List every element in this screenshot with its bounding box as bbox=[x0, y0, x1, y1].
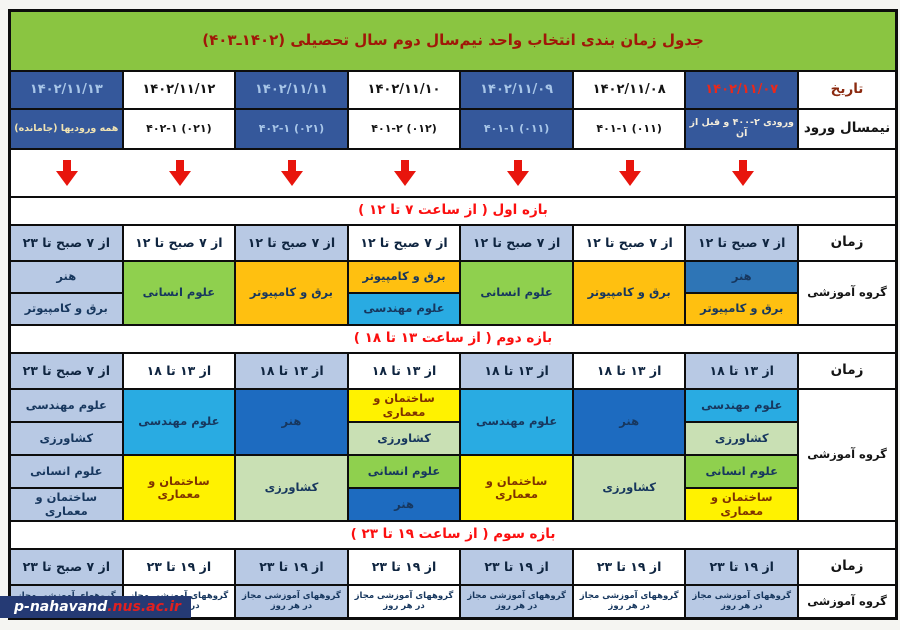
semester-row-header: نیمسال ورود bbox=[799, 110, 895, 148]
down-arrow-icon bbox=[394, 160, 417, 186]
date-cell: ۱۴۰۲/۱۱/۱۱ bbox=[236, 72, 347, 108]
semester-cell: همه ورودیها (جامانده) bbox=[11, 110, 122, 148]
down-arrow-icon bbox=[168, 160, 191, 186]
group-cell-engineering: علوم مهندسی bbox=[123, 390, 235, 454]
date-cell: ۱۴۰۲/۱۱/۰۹ bbox=[461, 72, 572, 108]
group-cell-architecture: ساختمان و معماری bbox=[461, 456, 572, 520]
group-cell-art: هنر bbox=[11, 262, 122, 292]
group-cell-all-groups: گروههای آموزشی مجاز در هر روز bbox=[348, 586, 460, 617]
semester-cell: (۰۲۱) ۴۰۲-۱ bbox=[123, 110, 235, 148]
time-cell: از ۱۹ تا ۲۳ bbox=[348, 550, 460, 584]
group-cell-agriculture: کشاورزی bbox=[573, 456, 685, 520]
group-cell-engineering: علوم مهندسی bbox=[348, 294, 460, 324]
time-cell: از ۱۳ تا ۱۸ bbox=[573, 354, 685, 388]
group-cell-agriculture: کشاورزی bbox=[348, 423, 460, 454]
group-cell-art: هنر bbox=[686, 262, 797, 292]
group-cell-all-groups: گروههای آموزشی مجاز در هر روز bbox=[573, 586, 685, 617]
date-cell: ۱۴۰۲/۱۱/۱۰ bbox=[348, 72, 460, 108]
group-cell-art: هنر bbox=[573, 390, 685, 454]
group-cell-engineering: علوم مهندسی bbox=[11, 390, 122, 421]
semester-cell: (۰۲۱) ۴۰۲-۱ bbox=[236, 110, 347, 148]
time-cell: از ۷ صبح تا ۱۲ bbox=[686, 226, 797, 260]
group-cell-architecture: ساختمان و معماری bbox=[123, 456, 235, 520]
interval2-header: بازه دوم ( از ساعت ۱۳ تا ۱۸ ) bbox=[11, 326, 895, 352]
group-cell-art: هنر bbox=[348, 489, 460, 520]
group-cell-agriculture: کشاورزی bbox=[686, 423, 797, 454]
group-cell-humanities: علوم انسانی bbox=[686, 456, 797, 487]
time-cell: از ۷ صبح تا ۲۳ bbox=[11, 226, 122, 260]
group-cell-humanities: علوم انسانی bbox=[11, 456, 122, 487]
group-cell-all-groups: گروههای آموزشی مجاز در هر روز bbox=[461, 586, 572, 617]
time-cell: از ۱۳ تا ۱۸ bbox=[236, 354, 347, 388]
semester-cell: (۰۱۲) ۴۰۱-۲ bbox=[348, 110, 460, 148]
group-cell-architecture: ساختمان و معماری bbox=[348, 390, 460, 421]
arrows-row bbox=[11, 150, 895, 196]
time-cell: از ۷ صبح تا ۱۲ bbox=[461, 226, 572, 260]
time-cell: از ۱۳ تا ۱۸ bbox=[348, 354, 460, 388]
date-cell: ۱۴۰۲/۱۱/۱۳ bbox=[11, 72, 122, 108]
page-title: جدول زمان بندی انتخاب واحد نیم‌سال دوم س… bbox=[11, 12, 895, 70]
group-cell-architecture: ساختمان و معماری bbox=[686, 489, 797, 520]
group-cell-humanities: علوم انسانی bbox=[461, 262, 572, 324]
date-row-header: تاریخ bbox=[799, 72, 895, 108]
semester-cell: ورودی ۲-۴۰۰ و قبل از آن bbox=[686, 110, 797, 148]
group-cell-electrical-computer: برق و کامپیوتر bbox=[348, 262, 460, 292]
group-cell-electrical-computer: برق و کامپیوتر bbox=[573, 262, 685, 324]
group-cell-art: هنر bbox=[236, 390, 347, 454]
site-watermark: p-nahavand .nus.ac.ir bbox=[0, 596, 191, 618]
watermark-domain: .nus.ac.ir bbox=[107, 599, 181, 615]
group-cell-agriculture: کشاورزی bbox=[236, 456, 347, 520]
schedule-table: جدول زمان بندی انتخاب واحد نیم‌سال دوم س… bbox=[8, 9, 898, 620]
group-cell-electrical-computer: برق و کامپیوتر bbox=[686, 294, 797, 324]
group-cell-engineering: علوم مهندسی bbox=[461, 390, 572, 454]
group-row-header: گروه آموزشی bbox=[799, 262, 895, 324]
time-cell: از ۱۹ تا ۲۳ bbox=[236, 550, 347, 584]
group-cell-architecture: ساختمان و معماری bbox=[11, 489, 122, 520]
time-cell: از ۱۳ تا ۱۸ bbox=[123, 354, 235, 388]
date-cell: ۱۴۰۲/۱۱/۱۲ bbox=[123, 72, 235, 108]
time-cell: از ۱۹ تا ۲۳ bbox=[686, 550, 797, 584]
group-cell-engineering: علوم مهندسی bbox=[686, 390, 797, 421]
time-cell: از ۱۹ تا ۲۳ bbox=[573, 550, 685, 584]
semester-cell: (۰۱۱) ۴۰۱-۱ bbox=[573, 110, 685, 148]
time-cell: از ۷ صبح تا ۱۲ bbox=[348, 226, 460, 260]
date-cell: ۱۴۰۲/۱۱/۰۸ bbox=[573, 72, 685, 108]
time-row-header: زمان bbox=[799, 550, 895, 584]
watermark-site-name: p-nahavand bbox=[14, 599, 108, 615]
down-arrow-icon bbox=[56, 160, 79, 186]
time-row-header: زمان bbox=[799, 226, 895, 260]
interval3-header: بازه سوم ( از ساعت ۱۹ تا ۲۳ ) bbox=[11, 522, 895, 548]
time-cell: از ۷ صبح تا ۱۲ bbox=[573, 226, 685, 260]
group-cell-agriculture: کشاورزی bbox=[11, 423, 122, 454]
time-cell: از ۱۹ تا ۲۳ bbox=[123, 550, 235, 584]
group-row-header: گروه آموزشی bbox=[799, 390, 895, 520]
group-cell-humanities: علوم انسانی bbox=[123, 262, 235, 324]
time-cell: از ۱۳ تا ۱۸ bbox=[686, 354, 797, 388]
interval1-header: بازه اول ( از ساعت ۷ تا ۱۲ ) bbox=[11, 198, 895, 224]
group-cell-electrical-computer: برق و کامپیوتر bbox=[11, 294, 122, 324]
down-arrow-icon bbox=[619, 160, 642, 186]
time-cell: از ۷ صبح تا ۱۲ bbox=[236, 226, 347, 260]
time-row-header: زمان bbox=[799, 354, 895, 388]
group-row-header: گروه آموزشی bbox=[799, 586, 895, 617]
group-cell-electrical-computer: برق و کامپیوتر bbox=[236, 262, 347, 324]
group-cell-all-groups: گروههای آموزشی مجاز در هر روز bbox=[236, 586, 347, 617]
group-cell-all-groups: گروههای آموزشی مجاز در هر روز bbox=[686, 586, 797, 617]
date-cell: ۱۴۰۲/۱۱/۰۷ bbox=[686, 72, 797, 108]
time-cell: از ۷ صبح تا ۱۲ bbox=[123, 226, 235, 260]
time-cell: از ۱۳ تا ۱۸ bbox=[461, 354, 572, 388]
time-cell: از ۷ صبح تا ۲۳ bbox=[11, 550, 122, 584]
semester-cell: (۰۱۱) ۴۰۱-۱ bbox=[461, 110, 572, 148]
time-cell: از ۷ صبح تا ۲۳ bbox=[11, 354, 122, 388]
down-arrow-icon bbox=[506, 160, 529, 186]
down-arrow-icon bbox=[281, 160, 304, 186]
group-cell-humanities: علوم انسانی bbox=[348, 456, 460, 487]
time-cell: از ۱۹ تا ۲۳ bbox=[461, 550, 572, 584]
down-arrow-icon bbox=[731, 160, 754, 186]
